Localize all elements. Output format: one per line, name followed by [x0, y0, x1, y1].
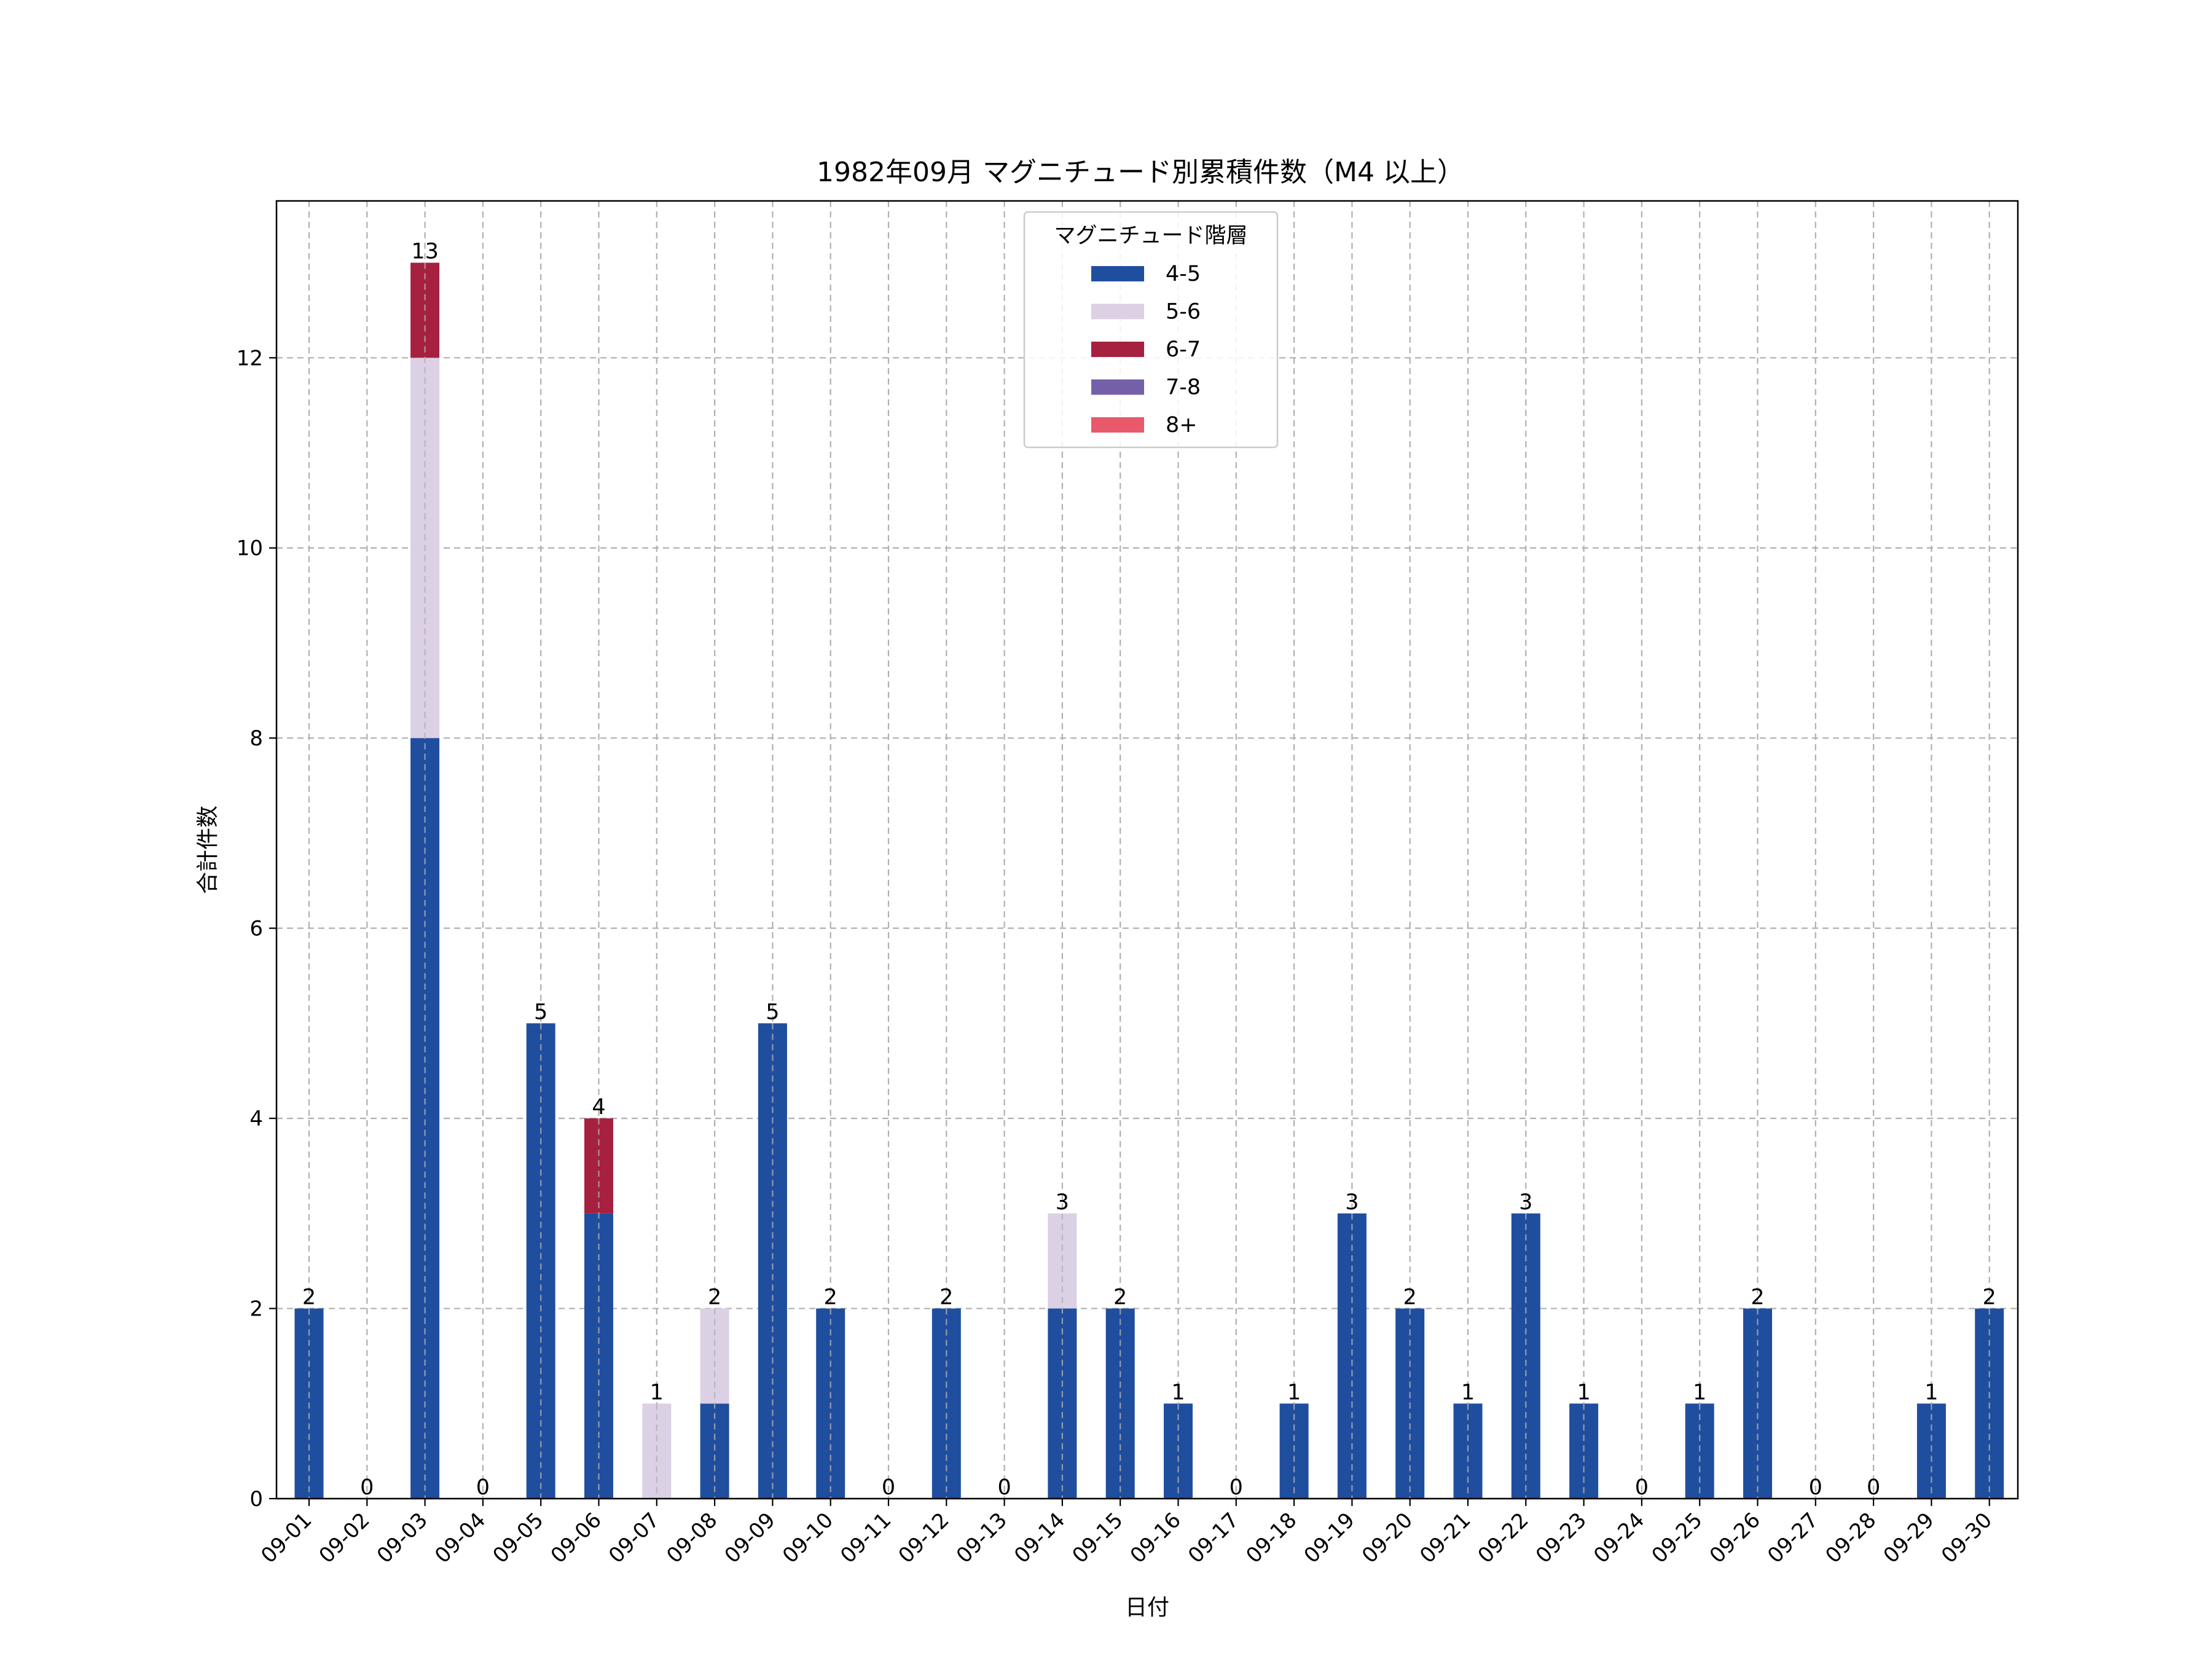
x-tick-label: 09-30	[1937, 1508, 1997, 1568]
x-axis-label: 日付	[1125, 1595, 1169, 1620]
bar-total-label: 2	[708, 1285, 721, 1310]
legend-swatch	[1091, 417, 1144, 433]
bar-total-label: 2	[1983, 1285, 1996, 1310]
x-axis-ticks: 09-0109-0209-0309-0409-0509-0609-0709-08…	[256, 1499, 1997, 1568]
bar-total-label: 2	[939, 1285, 953, 1310]
y-tick-label: 2	[249, 1297, 263, 1322]
bar-total-label: 1	[1577, 1380, 1590, 1405]
legend-label: 8+	[1166, 413, 1198, 437]
bar-total-label: 0	[1230, 1475, 1243, 1500]
bar-total-label: 3	[1345, 1190, 1359, 1215]
legend-items: 4-5 5-6 6-7 7-8 8+	[1091, 262, 1201, 437]
bar-total-label: 2	[1113, 1285, 1127, 1310]
x-tick-label: 09-01	[256, 1508, 316, 1568]
y-tick-label: 0	[249, 1487, 263, 1512]
bar-total-label: 0	[1867, 1475, 1880, 1500]
x-tick-label: 09-06	[546, 1508, 606, 1568]
plot-frame	[275, 200, 2019, 1500]
x-tick-label: 09-05	[488, 1508, 548, 1568]
x-tick-label: 09-11	[836, 1508, 896, 1568]
x-tick-label: 09-29	[1879, 1508, 1939, 1568]
chart-title: 1982年09月 マグニチュード別累積件数（M4 以上）	[817, 157, 1464, 188]
bars	[294, 262, 2004, 1499]
legend-swatch	[1091, 379, 1144, 395]
bar-total-label: 1	[1171, 1380, 1185, 1405]
bar-total-label: 4	[592, 1095, 605, 1120]
bar-segment	[700, 1403, 729, 1499]
x-tick-label: 09-25	[1647, 1508, 1707, 1568]
x-tick-label: 09-09	[720, 1508, 780, 1568]
bar-total-label: 2	[824, 1285, 837, 1310]
y-tick-label: 6	[249, 917, 263, 941]
bar-total-label: 5	[534, 1000, 547, 1024]
legend-swatch	[1091, 266, 1144, 281]
bar-total-label: 1	[1461, 1380, 1475, 1405]
x-tick-label: 09-19	[1300, 1508, 1360, 1568]
y-tick-label: 10	[237, 536, 263, 561]
x-tick-label: 09-04	[430, 1508, 490, 1568]
bar-total-label: 1	[1924, 1380, 1938, 1405]
x-tick-label: 09-14	[1010, 1508, 1070, 1568]
bar-total-label: 1	[1287, 1380, 1301, 1405]
bar-segment	[584, 1213, 613, 1499]
x-tick-label: 09-23	[1531, 1508, 1591, 1568]
x-tick-label: 09-26	[1705, 1508, 1765, 1568]
x-tick-label: 09-07	[604, 1508, 664, 1568]
bar-total-label: 5	[766, 1000, 779, 1024]
x-tick-label: 09-24	[1589, 1508, 1649, 1568]
bar-total-label: 0	[1635, 1475, 1649, 1500]
x-tick-label: 09-27	[1763, 1508, 1823, 1568]
legend-box	[1023, 211, 1279, 449]
bar-total-label: 1	[1693, 1380, 1706, 1405]
x-tick-label: 09-21	[1415, 1508, 1475, 1568]
y-tick-label: 12	[237, 346, 263, 371]
y-tick-label: 4	[249, 1107, 263, 1131]
x-tick-label: 09-08	[662, 1508, 722, 1568]
x-tick-label: 09-13	[952, 1508, 1012, 1568]
x-tick-label: 09-10	[778, 1508, 838, 1568]
legend-swatch	[1091, 342, 1144, 357]
x-tick-label: 09-16	[1126, 1508, 1186, 1568]
x-tick-label: 09-02	[315, 1508, 375, 1568]
bar-total-label: 0	[476, 1475, 490, 1500]
bar-segment	[526, 1023, 555, 1499]
bar-segment	[758, 1023, 787, 1499]
y-axis-ticks: 0 2 4 6 8 10 12	[237, 346, 276, 1512]
x-tick-label: 09-18	[1241, 1508, 1301, 1568]
x-tick-label: 09-20	[1357, 1508, 1418, 1568]
legend: マグニチュード階層 4-5 5-6 6-7 7-8 8+	[1023, 211, 1279, 449]
legend-label: 6-7	[1166, 337, 1201, 362]
bar-total-label: 3	[1519, 1190, 1532, 1215]
bar-total-label: 3	[1056, 1190, 1069, 1215]
x-tick-label: 09-28	[1821, 1508, 1881, 1568]
bar-total-label: 2	[302, 1285, 316, 1310]
x-tick-label: 09-17	[1183, 1508, 1244, 1568]
x-tick-label: 09-12	[894, 1508, 954, 1568]
bar-total-label: 0	[997, 1475, 1011, 1500]
legend-label: 5-6	[1166, 300, 1201, 324]
x-tick-label: 09-03	[372, 1508, 433, 1568]
legend-label: 4-5	[1166, 262, 1201, 286]
x-tick-label: 09-15	[1067, 1508, 1128, 1568]
x-tick-label: 09-22	[1473, 1508, 1534, 1568]
legend-title: マグニチュード階層	[1054, 224, 1247, 248]
legend-swatch	[1091, 304, 1144, 320]
bar-total-label: 2	[1403, 1285, 1417, 1310]
bar-total-label: 0	[882, 1475, 895, 1500]
y-axis-label: 合計件数	[195, 806, 221, 894]
bar-total-label: 0	[360, 1475, 374, 1500]
y-tick-label: 8	[249, 726, 263, 751]
bar-total-label: 1	[650, 1380, 664, 1405]
bar-total-label: 2	[1751, 1285, 1764, 1310]
bar-total-label: 13	[411, 240, 439, 264]
legend-label: 7-8	[1166, 375, 1201, 400]
bar-total-label: 0	[1809, 1475, 1822, 1500]
